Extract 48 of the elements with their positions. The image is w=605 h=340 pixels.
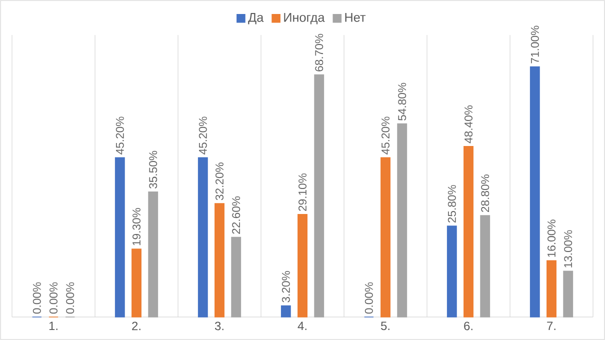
bar	[214, 203, 224, 318]
data-label: 0.00%	[364, 282, 373, 314]
data-label: 16.00%	[548, 220, 556, 257]
data-label: 32.20%	[216, 162, 224, 200]
data-label: 54.80%	[398, 82, 406, 120]
bar	[480, 215, 490, 318]
x-tick-label: 6.	[464, 322, 472, 330]
data-label: 28.80%	[481, 174, 490, 212]
data-label: 0.00%	[32, 282, 41, 314]
data-label: 48.40%	[464, 105, 473, 144]
bar	[563, 270, 574, 318]
bar	[446, 226, 457, 318]
bar	[280, 305, 291, 318]
data-label: 19.30%	[132, 208, 141, 246]
bar	[132, 248, 142, 318]
bar	[380, 157, 390, 318]
x-tick-label: 5.	[380, 322, 390, 330]
data-label: 45.20%	[116, 116, 124, 154]
data-label: 25.80%	[448, 185, 456, 223]
legend-label: Да	[248, 13, 264, 24]
data-label: 3.20%	[282, 271, 290, 302]
legend-label: Иногда	[284, 13, 325, 24]
data-label: 0.00%	[66, 282, 74, 314]
x-tick-label: 3.	[214, 322, 224, 330]
data-label: 68.70%	[315, 34, 324, 72]
x-tick-label: 4.	[298, 322, 306, 330]
bar	[464, 146, 474, 318]
data-label: 45.20%	[382, 116, 390, 154]
bar	[198, 157, 208, 318]
data-label: 13.00%	[564, 230, 572, 268]
legend-label: Нет	[345, 13, 366, 22]
data-label: 35.50%	[149, 150, 158, 188]
bar	[231, 236, 242, 318]
x-tick-label: 2.	[132, 322, 140, 330]
bar	[114, 157, 125, 318]
bar	[397, 123, 408, 318]
data-label: 45.20%	[198, 116, 207, 154]
bar	[148, 191, 158, 318]
data-label: 0.00%	[50, 282, 58, 314]
data-label: 22.60%	[232, 196, 240, 234]
bar	[314, 74, 324, 318]
x-tick-label: 1.	[49, 322, 58, 330]
data-label: 71.00%	[530, 26, 539, 64]
x-tick-label: 7.	[547, 322, 556, 330]
bar	[298, 214, 308, 318]
data-label: 29.10%	[298, 173, 307, 211]
bar	[546, 260, 556, 318]
bar	[530, 66, 540, 318]
